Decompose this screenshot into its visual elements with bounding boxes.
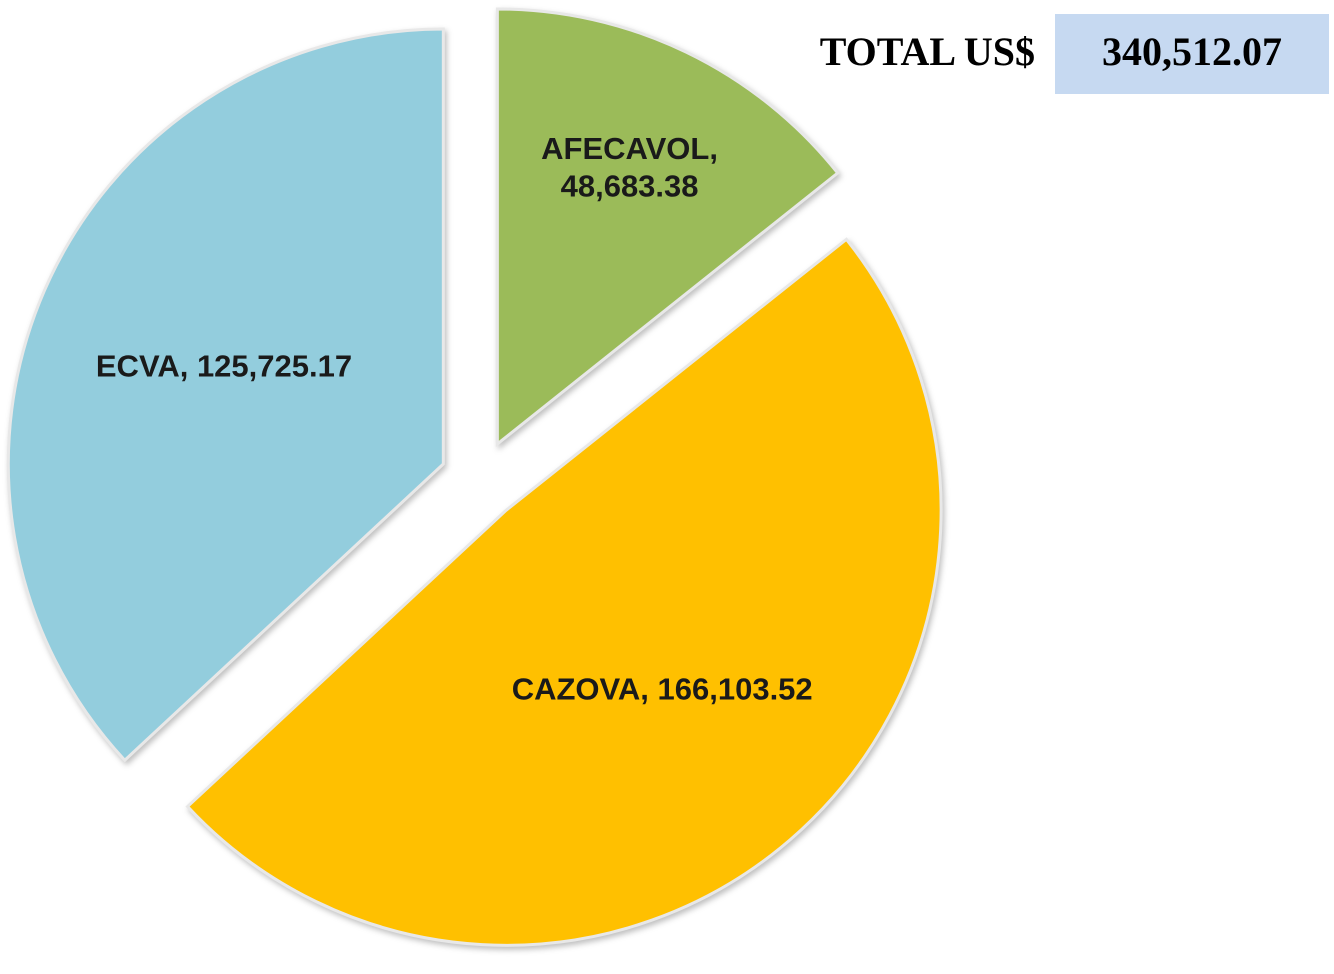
data-label-category: AFECAVOL xyxy=(541,131,709,166)
pie-slice xyxy=(495,7,840,448)
total-box xyxy=(1055,14,1329,94)
data-label-value: 125,725.17 xyxy=(197,349,352,384)
total-label: TOTAL US$ xyxy=(820,29,1035,74)
total-value: 340,512.07 xyxy=(1102,29,1282,74)
data-label: AFECAVOL, 48,683.38 xyxy=(541,131,718,203)
data-label-separator: , xyxy=(709,131,718,166)
data-label: CAZOVA, 166,103.52 xyxy=(512,672,813,707)
data-label-category: CAZOVA xyxy=(512,672,641,707)
pie-slice xyxy=(6,27,445,763)
data-label-category: ECVA xyxy=(96,349,180,384)
data-label-value: 166,103.52 xyxy=(658,672,813,707)
data-label-value: 48,683.38 xyxy=(561,168,699,203)
data-label-separator: , xyxy=(180,349,197,384)
data-label-separator: , xyxy=(640,672,657,707)
data-label: ECVA, 125,725.17 xyxy=(96,349,352,384)
pie-slice xyxy=(185,237,943,947)
